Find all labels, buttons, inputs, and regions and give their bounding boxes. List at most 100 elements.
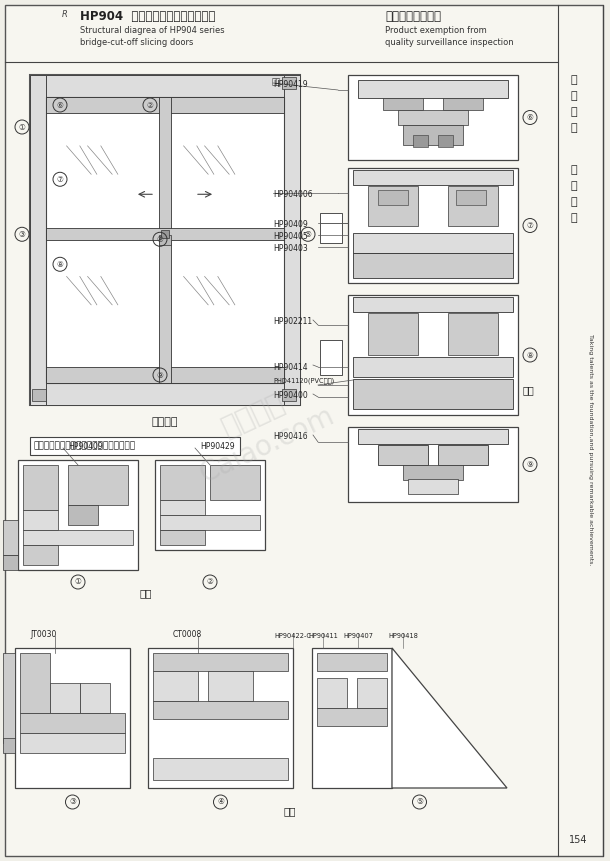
Text: HP90405: HP90405	[273, 232, 308, 241]
Text: 人: 人	[571, 91, 577, 101]
Bar	[353, 253, 513, 278]
Text: ⑨: ⑨	[526, 460, 533, 469]
Text: 154: 154	[569, 835, 587, 845]
Bar	[398, 110, 468, 125]
Bar	[46, 97, 284, 383]
Bar	[210, 465, 260, 500]
Bar	[23, 465, 58, 510]
Bar	[413, 135, 428, 147]
Bar	[408, 479, 458, 494]
Bar	[80, 683, 110, 713]
Text: PHD41120(PVC隔条): PHD41120(PVC隔条)	[273, 377, 334, 384]
Bar	[160, 515, 260, 530]
Bar	[20, 653, 50, 713]
Text: 国家质量免检产品: 国家质量免检产品	[385, 10, 441, 23]
Text: ②: ②	[207, 578, 214, 586]
Text: HP90422-C: HP90422-C	[274, 633, 312, 639]
Text: ③: ③	[18, 230, 26, 238]
Bar	[368, 313, 418, 355]
Text: ③: ③	[69, 797, 76, 807]
Text: ⑥: ⑥	[526, 113, 533, 122]
Bar	[358, 429, 508, 444]
Bar	[148, 648, 293, 788]
Bar	[153, 653, 288, 671]
Bar	[32, 389, 46, 401]
Bar	[50, 683, 80, 713]
Text: 室外: 室外	[523, 385, 535, 395]
Text: HP902211: HP902211	[273, 317, 312, 326]
Bar	[353, 357, 513, 377]
Bar	[161, 230, 169, 238]
Bar	[348, 295, 518, 415]
Text: ④: ④	[217, 797, 224, 807]
Bar	[20, 733, 125, 753]
Text: 求: 求	[571, 181, 577, 191]
Bar	[23, 530, 133, 545]
Text: bridge-cut-off slicing doors: bridge-cut-off slicing doors	[80, 38, 193, 47]
Text: 钢角: 钢角	[272, 77, 281, 86]
Bar	[3, 520, 18, 555]
Bar	[282, 389, 296, 401]
Bar	[153, 671, 198, 701]
Bar	[438, 135, 453, 147]
Bar	[403, 125, 463, 145]
Bar	[3, 653, 15, 743]
Bar	[3, 555, 18, 570]
Text: 以: 以	[571, 75, 577, 85]
Bar	[353, 379, 513, 409]
Text: ⑨: ⑨	[157, 370, 163, 380]
Bar	[353, 170, 513, 185]
Bar	[160, 530, 205, 545]
Bar	[348, 427, 518, 502]
Bar	[153, 701, 288, 719]
Text: ⑦: ⑦	[57, 175, 63, 183]
Bar	[353, 297, 513, 312]
Polygon shape	[392, 648, 507, 788]
Bar	[317, 653, 387, 671]
Bar	[46, 228, 284, 240]
Bar	[18, 460, 138, 570]
Bar	[368, 186, 418, 226]
Text: HP90416: HP90416	[273, 432, 307, 441]
Text: HP904  系列断桥隔热推拉门结构图: HP904 系列断桥隔热推拉门结构图	[80, 10, 215, 23]
Text: ⑧: ⑧	[57, 260, 63, 269]
Text: ⑧: ⑧	[526, 350, 533, 360]
Text: Product exemption from: Product exemption from	[385, 26, 487, 35]
Text: ⑥: ⑥	[57, 101, 63, 109]
Bar	[378, 190, 408, 205]
Text: 注：中企与匀角、光企的合企方向宽度相同: 注：中企与匀角、光企的合企方向宽度相同	[34, 442, 136, 450]
Bar	[159, 97, 171, 383]
Text: 室外: 室外	[140, 588, 152, 598]
Bar	[68, 465, 128, 505]
Bar	[378, 445, 428, 465]
Bar	[353, 233, 513, 253]
Bar	[456, 190, 486, 205]
Bar	[46, 367, 284, 383]
Bar	[160, 465, 205, 500]
Text: HP90414: HP90414	[273, 363, 307, 372]
Bar	[320, 340, 342, 375]
Bar	[348, 75, 518, 160]
Text: ⑤: ⑤	[416, 797, 423, 807]
Bar	[23, 545, 58, 565]
Bar	[357, 678, 387, 708]
Bar	[20, 713, 125, 733]
Bar	[30, 437, 240, 455]
Text: Structural diagrea of HP904 series: Structural diagrea of HP904 series	[80, 26, 224, 35]
Bar	[30, 75, 300, 97]
Text: R: R	[62, 10, 68, 19]
Bar	[155, 460, 265, 550]
Bar	[30, 75, 46, 405]
Text: HP904006: HP904006	[273, 190, 312, 199]
Text: ①: ①	[74, 578, 82, 586]
Bar	[153, 758, 288, 780]
Bar	[23, 510, 58, 530]
Text: quality surveillance inspection: quality surveillance inspection	[385, 38, 514, 47]
Text: ⑤: ⑤	[304, 230, 312, 238]
Text: ①: ①	[18, 122, 26, 132]
Text: HP90400: HP90400	[273, 391, 308, 400]
Text: 卓: 卓	[571, 197, 577, 207]
Text: Taking talents as the foundation,and pursuing remarkable achievements.: Taking talents as the foundation,and pur…	[587, 334, 592, 566]
Bar	[30, 75, 300, 405]
Text: ④: ④	[157, 235, 163, 244]
